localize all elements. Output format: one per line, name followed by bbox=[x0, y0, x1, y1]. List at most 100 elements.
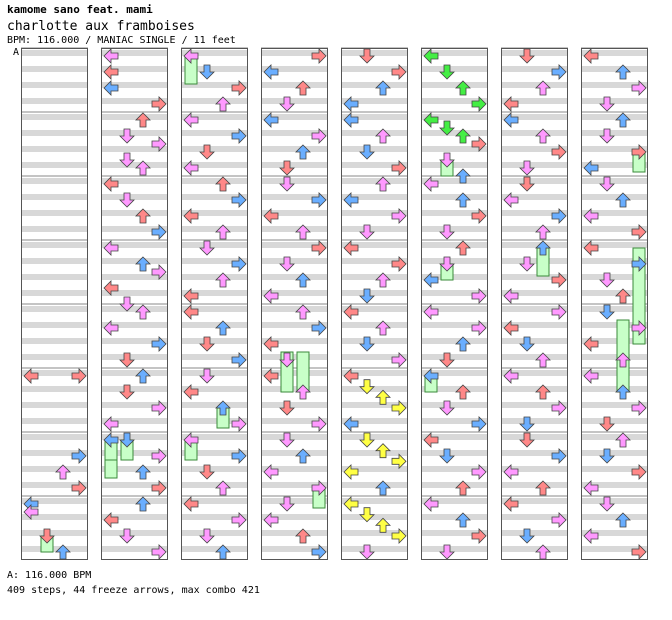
step-arrow bbox=[103, 416, 119, 432]
beat-stripe bbox=[21, 66, 88, 72]
step-arrow bbox=[439, 224, 455, 240]
step-arrow bbox=[263, 464, 279, 480]
step-arrow bbox=[343, 192, 359, 208]
step-arrow bbox=[535, 480, 551, 496]
beat-stripe bbox=[501, 530, 568, 536]
step-arrow bbox=[599, 304, 615, 320]
step-arrow bbox=[135, 208, 151, 224]
step-arrow bbox=[343, 96, 359, 112]
beat-stripe bbox=[581, 450, 648, 456]
beat-stripe bbox=[21, 210, 88, 216]
step-arrow bbox=[375, 517, 391, 533]
beat-stripe bbox=[21, 178, 88, 184]
beat-stripe bbox=[581, 258, 648, 264]
step-arrow bbox=[519, 160, 535, 176]
step-arrow bbox=[359, 48, 375, 64]
step-arrow bbox=[519, 416, 535, 432]
beat-stripe bbox=[181, 50, 248, 56]
beat-stripe bbox=[501, 498, 568, 504]
beat-stripe bbox=[501, 450, 568, 456]
step-arrow bbox=[375, 176, 391, 192]
beat-stripe bbox=[181, 82, 248, 88]
beat-stripe bbox=[181, 546, 248, 552]
beat-stripe bbox=[581, 514, 648, 520]
beat-stripe bbox=[181, 402, 248, 408]
step-arrow bbox=[391, 528, 407, 544]
step-arrow bbox=[439, 256, 455, 272]
step-arrow bbox=[599, 128, 615, 144]
chart-column bbox=[101, 47, 168, 560]
step-arrow bbox=[519, 48, 535, 64]
beat-stripe bbox=[341, 354, 408, 360]
step-arrow bbox=[311, 544, 327, 560]
beat-stripe bbox=[501, 290, 568, 296]
beat-stripe bbox=[421, 82, 488, 88]
step-arrow bbox=[471, 208, 487, 224]
beat-stripe bbox=[181, 242, 248, 248]
step-arrow bbox=[535, 224, 551, 240]
step-arrow bbox=[151, 96, 167, 112]
step-arrow bbox=[119, 528, 135, 544]
beat-stripe bbox=[421, 434, 488, 440]
beat-stripe bbox=[421, 514, 488, 520]
beat-stripe bbox=[501, 98, 568, 104]
step-arrow bbox=[151, 544, 167, 560]
beat-stripe bbox=[261, 66, 328, 72]
step-arrow bbox=[199, 336, 215, 352]
freeze-arrow-body bbox=[632, 247, 646, 345]
beat-stripe bbox=[261, 466, 328, 472]
beat-stripe bbox=[421, 146, 488, 152]
beat-stripe bbox=[341, 66, 408, 72]
beat-stripe bbox=[501, 178, 568, 184]
step-arrow bbox=[599, 96, 615, 112]
beat-stripe bbox=[261, 274, 328, 280]
step-stats: 409 steps, 44 freeze arrows, max combo 4… bbox=[7, 585, 260, 596]
step-arrow bbox=[71, 480, 87, 496]
beat-stripe bbox=[261, 386, 328, 392]
beat-stripe bbox=[261, 82, 328, 88]
step-arrow bbox=[535, 544, 551, 560]
beat-stripe bbox=[341, 418, 408, 424]
step-arrow bbox=[263, 368, 279, 384]
column-border bbox=[341, 48, 408, 560]
step-arrow bbox=[119, 296, 135, 312]
beat-stripe bbox=[101, 130, 168, 136]
step-arrow bbox=[279, 432, 295, 448]
beat-stripe bbox=[181, 434, 248, 440]
beat-stripe bbox=[341, 194, 408, 200]
step-arrow bbox=[295, 224, 311, 240]
beat-stripe bbox=[581, 146, 648, 152]
beat-stripe bbox=[101, 482, 168, 488]
step-arrow bbox=[199, 240, 215, 256]
step-arrow bbox=[343, 368, 359, 384]
step-arrow bbox=[103, 240, 119, 256]
beat-stripe bbox=[101, 466, 168, 472]
beat-stripe bbox=[501, 546, 568, 552]
step-arrow bbox=[615, 112, 631, 128]
beat-stripe bbox=[421, 482, 488, 488]
beat-stripe bbox=[581, 338, 648, 344]
step-arrow bbox=[599, 496, 615, 512]
beat-stripe bbox=[341, 290, 408, 296]
beat-stripe bbox=[181, 370, 248, 376]
beat-stripe bbox=[101, 114, 168, 120]
beat-stripe bbox=[261, 98, 328, 104]
beat-stripe bbox=[261, 258, 328, 264]
step-arrow bbox=[535, 80, 551, 96]
step-arrow bbox=[551, 304, 567, 320]
beat-stripe bbox=[421, 130, 488, 136]
step-arrow bbox=[423, 272, 439, 288]
step-arrow bbox=[455, 168, 471, 184]
beat-stripe bbox=[421, 498, 488, 504]
beat-stripe bbox=[501, 146, 568, 152]
chart-column bbox=[341, 47, 408, 560]
beat-stripe bbox=[421, 338, 488, 344]
step-arrow bbox=[279, 96, 295, 112]
step-arrow bbox=[503, 320, 519, 336]
step-arrow bbox=[103, 432, 119, 448]
beat-stripe bbox=[341, 402, 408, 408]
step-arrow bbox=[583, 480, 599, 496]
step-arrow bbox=[215, 320, 231, 336]
step-arrow bbox=[231, 512, 247, 528]
step-arrow bbox=[391, 160, 407, 176]
